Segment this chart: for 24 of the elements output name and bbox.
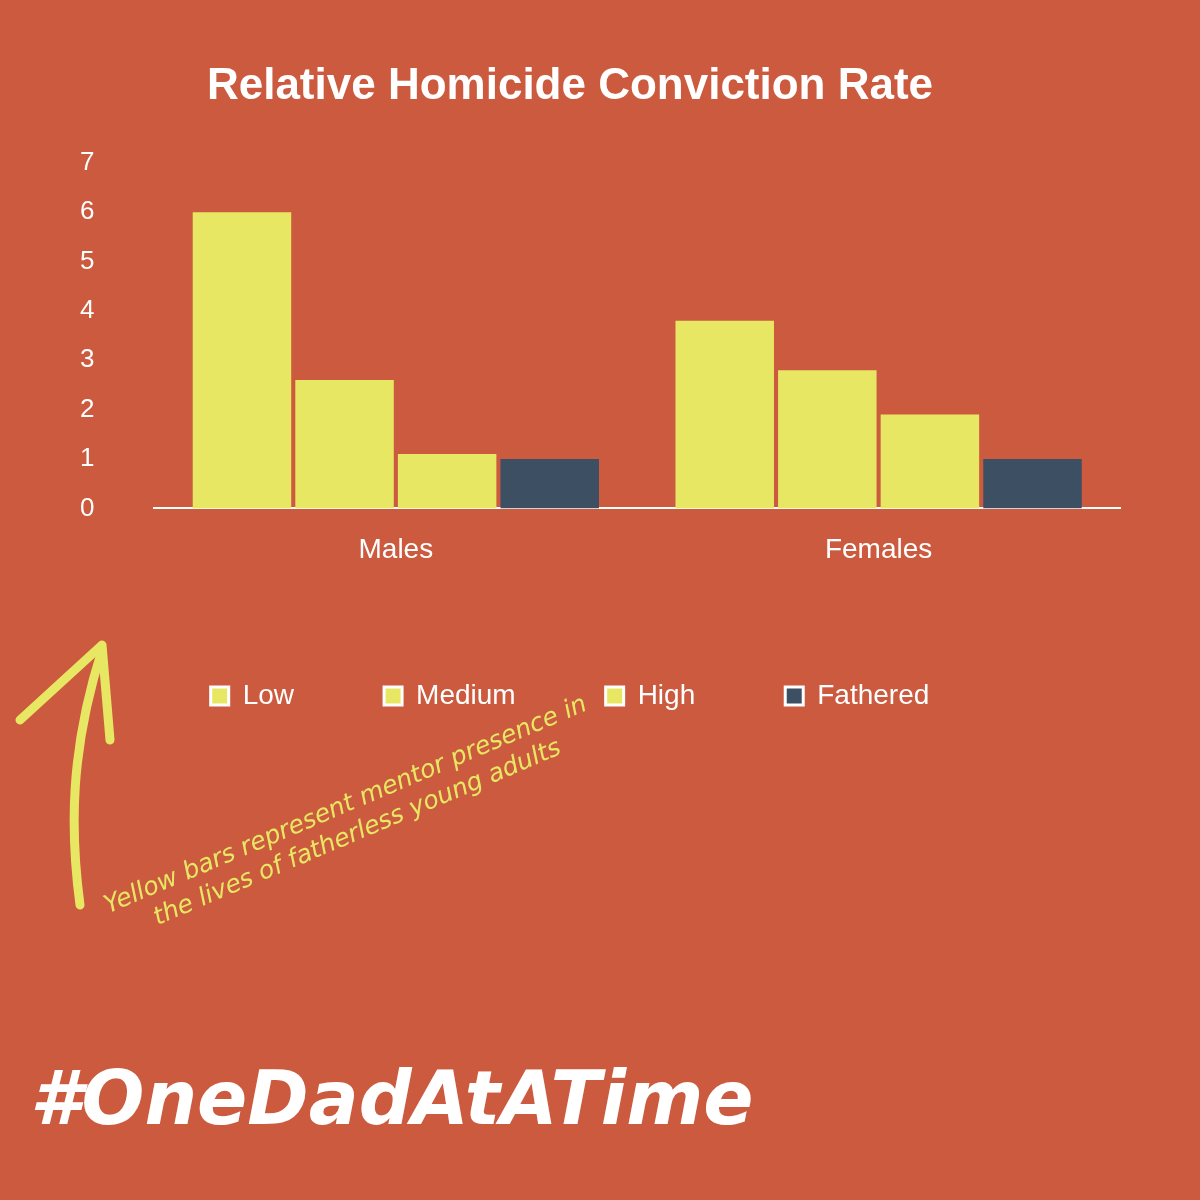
bar (192, 212, 292, 509)
bar (880, 414, 980, 509)
bar (778, 370, 877, 509)
chart-title: Relative Homicide Conviction Rate (206, 58, 934, 108)
y-tick-label: 0 (79, 491, 95, 522)
text: #OneDadAtATime (30, 1055, 754, 1141)
y-tick-label: 7 (79, 145, 95, 176)
legend-label: Medium (416, 678, 516, 710)
legend-label: Low (242, 678, 295, 710)
x-tick-label: Males (358, 532, 434, 564)
bar (983, 459, 1082, 509)
y-tick-label: 6 (79, 195, 95, 226)
bar (675, 320, 774, 509)
y-tick-label: 4 (79, 294, 95, 325)
y-tick-label: 2 (79, 392, 95, 423)
bar (397, 454, 497, 509)
x-tick-label: Females (824, 532, 933, 564)
bar (295, 380, 394, 509)
bar (500, 459, 599, 509)
y-tick-label: 1 (79, 442, 95, 473)
y-tick-label: 3 (79, 343, 95, 374)
y-tick-label: 5 (79, 244, 95, 275)
legend-label: High (637, 678, 696, 710)
legend-label: Fathered (817, 678, 930, 710)
